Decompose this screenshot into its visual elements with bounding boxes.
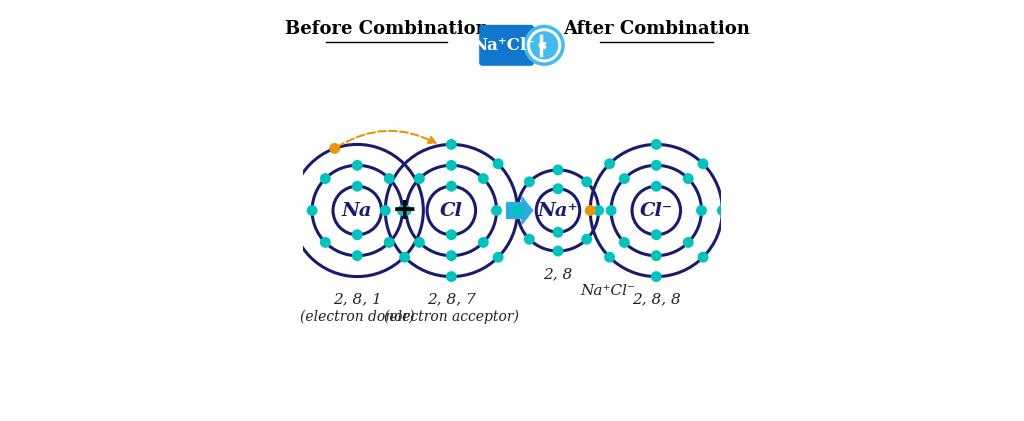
Text: +: +: [391, 196, 417, 225]
Text: Cl: Cl: [440, 202, 463, 219]
Circle shape: [478, 173, 488, 184]
Circle shape: [530, 31, 558, 59]
Circle shape: [478, 237, 488, 248]
Text: (electron donor): (electron donor): [300, 309, 415, 323]
Text: After Combination: After Combination: [563, 20, 750, 38]
Circle shape: [400, 205, 412, 216]
Circle shape: [651, 160, 662, 171]
Circle shape: [683, 237, 693, 248]
Circle shape: [493, 158, 504, 169]
Circle shape: [493, 252, 504, 263]
Circle shape: [651, 229, 662, 240]
Circle shape: [512, 205, 523, 216]
Circle shape: [651, 271, 662, 282]
FancyBboxPatch shape: [479, 25, 534, 66]
Circle shape: [319, 237, 331, 248]
Circle shape: [319, 173, 331, 184]
Circle shape: [717, 205, 728, 216]
Circle shape: [683, 173, 693, 184]
Circle shape: [445, 271, 457, 282]
Circle shape: [380, 205, 391, 216]
Circle shape: [352, 229, 362, 240]
Circle shape: [352, 250, 362, 261]
Text: Na⁺Cl⁻: Na⁺Cl⁻: [473, 37, 536, 54]
Text: 2, 8: 2, 8: [544, 267, 572, 281]
Circle shape: [352, 181, 362, 192]
Text: Na⁺Cl⁻: Na⁺Cl⁻: [580, 284, 635, 298]
Circle shape: [696, 205, 707, 216]
Circle shape: [553, 183, 563, 194]
Text: (electron acceptor): (electron acceptor): [384, 309, 519, 323]
Circle shape: [605, 205, 616, 216]
Text: Na: Na: [342, 202, 373, 219]
Circle shape: [352, 160, 362, 171]
Circle shape: [445, 250, 457, 261]
Circle shape: [384, 237, 394, 248]
Circle shape: [445, 229, 457, 240]
Circle shape: [697, 252, 709, 263]
Circle shape: [330, 143, 340, 154]
Circle shape: [553, 165, 563, 176]
Circle shape: [604, 252, 615, 263]
Circle shape: [651, 181, 662, 192]
Circle shape: [585, 205, 596, 216]
Circle shape: [553, 227, 563, 238]
Circle shape: [604, 158, 615, 169]
Circle shape: [414, 173, 425, 184]
Text: 2, 8, 8: 2, 8, 8: [632, 293, 681, 306]
Circle shape: [593, 205, 604, 216]
Circle shape: [384, 173, 394, 184]
Circle shape: [445, 160, 457, 171]
Text: 2, 8, 1: 2, 8, 1: [333, 293, 382, 306]
Text: Na⁺: Na⁺: [538, 202, 579, 219]
Circle shape: [618, 237, 630, 248]
Circle shape: [582, 176, 592, 187]
Circle shape: [651, 250, 662, 261]
Circle shape: [399, 252, 410, 263]
Circle shape: [414, 237, 425, 248]
Circle shape: [553, 245, 563, 256]
Circle shape: [525, 27, 563, 64]
Circle shape: [524, 176, 535, 187]
Circle shape: [445, 139, 457, 150]
Circle shape: [492, 205, 502, 216]
Circle shape: [524, 234, 535, 245]
Circle shape: [397, 205, 408, 216]
Text: Cl⁻: Cl⁻: [640, 202, 673, 219]
Circle shape: [445, 181, 457, 192]
Circle shape: [697, 158, 709, 169]
Text: Before Combination: Before Combination: [285, 20, 488, 38]
Circle shape: [651, 139, 662, 150]
Circle shape: [512, 205, 523, 216]
Text: 2, 8, 7: 2, 8, 7: [427, 293, 476, 306]
Circle shape: [306, 205, 317, 216]
Circle shape: [618, 173, 630, 184]
FancyArrow shape: [507, 197, 532, 224]
Circle shape: [582, 234, 592, 245]
